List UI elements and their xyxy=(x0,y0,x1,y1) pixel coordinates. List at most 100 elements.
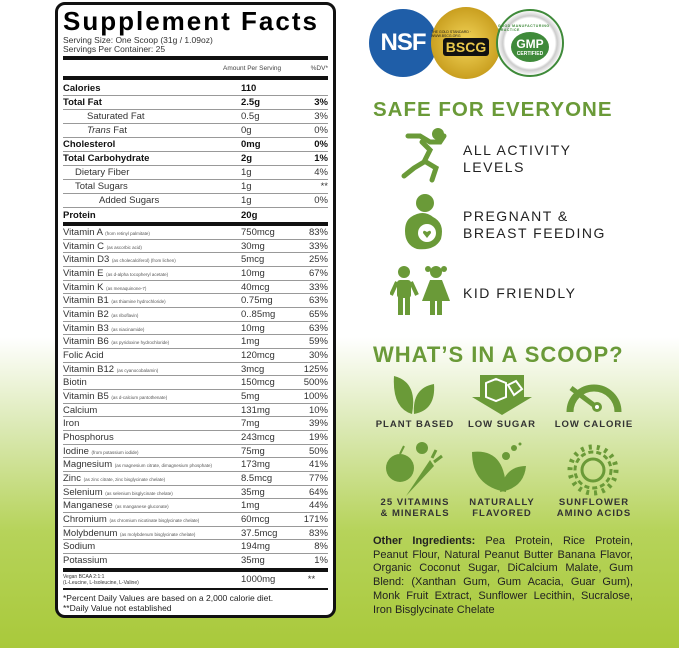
nsf-badge: NSF xyxy=(369,9,437,77)
footnote-2: **Daily Value not established xyxy=(63,603,172,614)
micro-row: Vitamin K (as menaquinone-7) 40mcg 33% xyxy=(63,281,328,295)
macro-row: Saturated Fat 0.5g 3% xyxy=(63,110,328,124)
nutrient-amount: 0mg xyxy=(241,139,261,150)
macro-row: Total Sugars 1g ** xyxy=(63,180,328,194)
micro-row: Vitamin B1 (as thiamine hydrochloride) 0.… xyxy=(63,294,328,309)
micro-row: Sodium 194mg 8% xyxy=(63,540,328,555)
other-ingredients-text: Pea Protein, Rice Protein, Peanut Flour,… xyxy=(373,535,634,616)
feature-low-calorie: LOW CALORIE xyxy=(554,419,634,430)
nutrient-name: Vitamin K (as menaquinone-7) xyxy=(63,282,241,293)
nutrient-label: Phosphorus xyxy=(63,431,114,443)
macro-row: Total Carbohydrate 2g 1% xyxy=(63,152,328,166)
nutrient-dv: 500% xyxy=(303,377,328,389)
nutrient-amount: 131mg xyxy=(241,404,271,416)
nutrient-amount: 40mcg xyxy=(241,281,270,293)
nutrient-amount: 750mcg xyxy=(241,226,275,238)
nutrient-name: Vitamin B12 (as cyanocobalamin) xyxy=(63,364,241,375)
nutrient-amount: 0g xyxy=(241,125,252,136)
sugar-cube-icon xyxy=(472,375,532,415)
micro-row: Vitamin C (as ascorbic acid) 30mg 33% xyxy=(63,240,328,254)
nutrient-dv: ** xyxy=(320,181,328,192)
nutrient-dv: 67% xyxy=(308,267,328,279)
nutrient-dv: 100% xyxy=(303,390,328,402)
nutrient-name: Chromium (as chromium nicotinate bisglyc… xyxy=(63,514,241,525)
nutrient-amount: 173mg xyxy=(241,459,271,471)
nutrient-amount: 1g xyxy=(241,195,252,206)
nutrient-amount: 7mg xyxy=(241,418,260,430)
macro-row: Total Fat 2.5g 3% xyxy=(63,96,328,110)
nutrient-dv: 83% xyxy=(308,527,328,539)
nutrient-dv: 83% xyxy=(308,226,328,238)
nutrient-name: Cholesterol xyxy=(63,139,116,150)
leaf-bubbles-icon xyxy=(472,442,526,492)
nutrient-name: Total Sugars xyxy=(75,181,128,192)
nutrient-amount: 75mg xyxy=(241,445,265,457)
nutrient-amount: 30mg xyxy=(241,240,265,252)
nutrient-source: (as selenium bisglycinate chelate) xyxy=(105,490,173,496)
micro-row: Vitamin A (from retinyl palmitate) 750mcg… xyxy=(63,226,328,240)
micro-row: Vitamin B3 (as niacinamide) 10mg 63% xyxy=(63,322,328,336)
supplement-facts-label: Supplement Facts Serving Size: One Scoop… xyxy=(55,2,336,618)
nutrient-source: (as magnesium citrate, dimagnesium phosp… xyxy=(114,463,213,469)
nutrient-label: Potassium xyxy=(63,555,108,567)
nutrient-amount: 37.5mcg xyxy=(241,527,278,539)
divider xyxy=(63,222,328,226)
nutrient-dv: 33% xyxy=(308,281,328,293)
micro-row: Phosphorus 243mcg 19% xyxy=(63,431,328,445)
nutrient-amount: 35mg xyxy=(241,555,265,567)
nutrient-amount: 5mg xyxy=(241,390,260,402)
nutrient-amount: 1mg xyxy=(241,500,260,512)
nutrient-name: Vitamin A (from retinyl palmitate) xyxy=(63,227,241,238)
macro-row: Added Sugars 1g 0% xyxy=(63,194,328,208)
nutrient-dv: 39% xyxy=(308,418,328,430)
nutrient-name: Vitamin E (as d-alpha tocopheryl acetate… xyxy=(63,268,241,279)
macro-row: Trans Fat 0g 0% xyxy=(63,124,328,138)
bcaa-row: Vegan BCAA 2:1:1 (L-Leucine, L-Isoleucine… xyxy=(63,572,328,588)
nutrient-amount: 10mg xyxy=(241,322,265,334)
nutrient-source: (as riboflavin) xyxy=(111,312,139,318)
bscg-badge: THE GOLD STANDARD · WWW.BSCG.ORG BSCG xyxy=(431,7,501,79)
nutrient-dv: 33% xyxy=(308,240,328,252)
nutrient-label: Vitamin B12 xyxy=(63,363,115,375)
nutrient-dv: 1% xyxy=(314,555,328,567)
nutrient-name: Iodine (from potassium iodide) xyxy=(63,446,241,457)
nutrient-name: Potassium xyxy=(63,555,241,566)
label-title: Supplement Facts xyxy=(63,6,319,36)
nutrient-source: (as cyanocobalamin) xyxy=(116,367,159,373)
nutrient-name: Vitamin B2 (as riboflavin) xyxy=(63,309,241,320)
micro-row: Manganese (as manganese gluconate) 1mg 44% xyxy=(63,499,328,514)
leaf-icon xyxy=(393,376,435,414)
nutrient-name: Zinc (as zinc citrate, zinc bisglycinate… xyxy=(63,473,241,484)
safe-item-activity: ALL ACTIVITY LEVELS xyxy=(463,142,572,175)
servings-per-container: Servings Per Container: 25 xyxy=(63,44,166,54)
other-ingredients: Other Ingredients: Pea Protein, Rice Pro… xyxy=(373,535,633,617)
nutrient-dv: 63% xyxy=(308,295,328,307)
nutrient-dv: 0% xyxy=(314,139,328,150)
nutrient-name: Added Sugars xyxy=(99,195,160,206)
nutrient-dv: 0% xyxy=(314,195,328,206)
nutrient-name: Vitamin B5 (as d-calcium pantothenate) xyxy=(63,391,241,402)
nutrient-dv: 30% xyxy=(308,349,328,361)
nutrient-name: Dietary Fiber xyxy=(75,167,130,178)
nutrient-label: Vitamin K xyxy=(63,281,104,293)
nutrient-dv: 1% xyxy=(314,153,328,164)
nutrient-source: (as cholecalciferol) (from lichen) xyxy=(111,258,176,264)
nutrient-amount: 8.5mcg xyxy=(241,472,273,484)
nutrient-amount: 110 xyxy=(241,83,257,94)
runner-icon xyxy=(401,128,447,183)
nutrient-amount: 150mcg xyxy=(241,377,275,389)
nutrient-dv: 19% xyxy=(308,431,328,443)
nutrient-label: Chromium xyxy=(63,513,107,525)
micro-row: Iron 7mg 39% xyxy=(63,417,328,432)
nutrient-dv: 64% xyxy=(308,486,328,498)
micro-row: Vitamin B6 (as pyridoxine hydrochloride)… xyxy=(63,335,328,350)
divider xyxy=(63,56,328,60)
nutrient-name: Iron xyxy=(63,418,241,429)
nutrient-amount: 5mcg xyxy=(241,254,265,266)
nutrient-name: Selenium (as selenium bisglycinate chela… xyxy=(63,487,241,498)
bcaa-amount: 1000mg xyxy=(241,574,276,586)
nutrient-dv: 25% xyxy=(308,254,328,266)
nutrient-amount: 2g xyxy=(241,153,253,164)
col-amount: Amount Per Serving xyxy=(223,64,282,72)
micro-row: Molybdenum (as molybdenum bisglycinate c… xyxy=(63,527,328,541)
